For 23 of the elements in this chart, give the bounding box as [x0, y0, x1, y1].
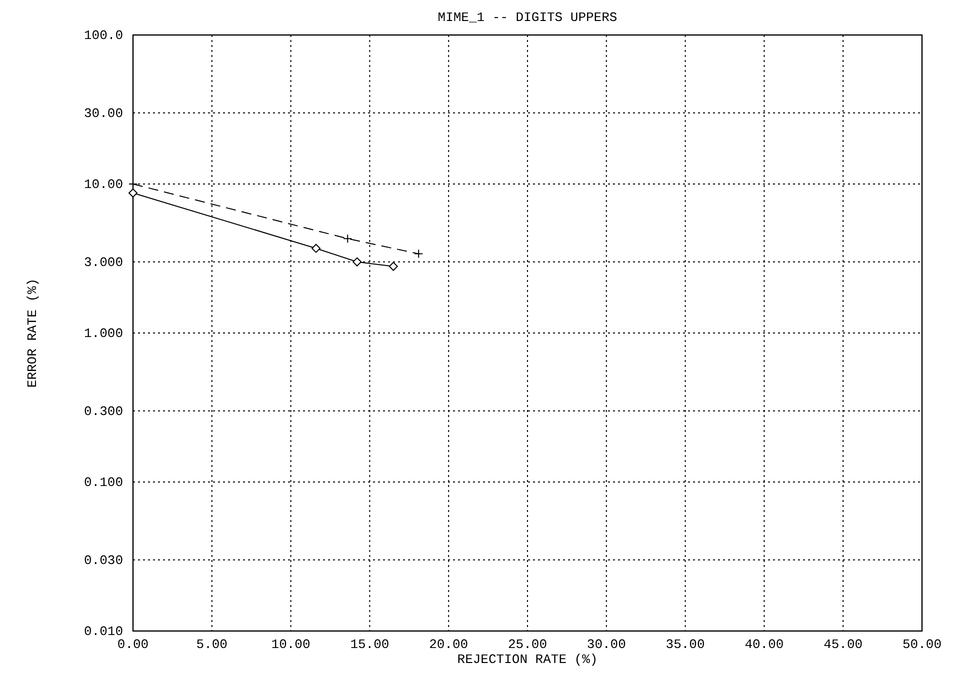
x-tick-label: 45.00 [824, 637, 863, 652]
y-tick-label: 3.000 [84, 254, 123, 270]
x-axis-title: REJECTION RATE (%) [457, 652, 598, 667]
chart-title: MIME_1 -- DIGITS UPPERS [438, 10, 618, 25]
x-tick-label: 30.00 [586, 637, 626, 652]
y-tick-label: 1.000 [84, 326, 123, 341]
x-tick-label: 25.00 [508, 637, 548, 652]
x-tick-label: 5.00 [196, 637, 228, 652]
y-tick-label: 0.300 [84, 404, 123, 419]
x-tick-label: 50.00 [902, 637, 942, 652]
y-axis-title: ERROR RATE (%) [25, 278, 40, 388]
x-tick-label: 0.00 [117, 637, 149, 652]
y-tick-label: 30.00 [84, 106, 123, 121]
x-tick-label: 20.00 [429, 637, 468, 652]
x-tick-label: 10.00 [271, 637, 310, 652]
y-tick-label: 0.100 [84, 475, 123, 490]
x-tick-label: 40.00 [744, 637, 784, 652]
y-tick-label: 100.0 [84, 28, 123, 43]
x-tick-label: 35.00 [666, 637, 705, 652]
x-tick-label: 15.00 [350, 637, 390, 652]
y-tick-label: 0.010 [84, 624, 123, 639]
y-tick-label: 0.030 [84, 552, 123, 568]
y-tick-label: 10.00 [84, 177, 123, 192]
